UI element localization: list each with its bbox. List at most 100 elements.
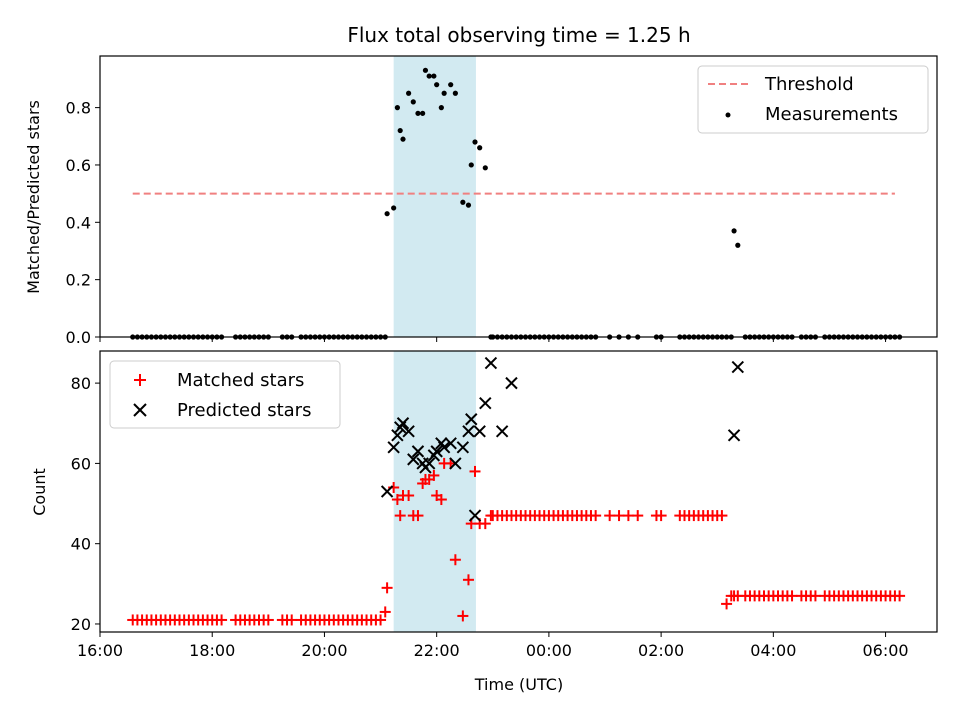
matched-star-point xyxy=(809,590,821,602)
predicted-star-point xyxy=(444,437,457,450)
measurement-point xyxy=(731,228,737,234)
counts-legend-box xyxy=(109,360,341,429)
x-tick-label: 04:00 xyxy=(750,641,796,660)
matched-star-point xyxy=(604,510,616,522)
matched-star-point xyxy=(457,610,469,622)
measurement-point xyxy=(384,211,390,217)
measurement-point xyxy=(434,82,440,88)
counts-panel-frame xyxy=(99,350,938,633)
matched-star-point xyxy=(721,598,733,610)
counts-y-axis-label: Count xyxy=(30,468,49,516)
measurement-point xyxy=(441,90,447,96)
measurement-point xyxy=(472,139,478,145)
predicted-star-point xyxy=(484,356,498,370)
ratio-panel: 0.00.20.40.60.8 Matched/Predicted stars … xyxy=(24,55,938,347)
matched-star-point xyxy=(449,554,461,566)
y-tick-label: 80 xyxy=(71,374,91,393)
matched-star-point xyxy=(632,510,644,522)
x-axis-label: Time (UTC) xyxy=(474,675,563,694)
predicted-star-point xyxy=(465,413,478,426)
matched-legend-label: Matched stars xyxy=(177,370,304,391)
ratio-legend-box xyxy=(697,65,929,134)
x-tick-label: 02:00 xyxy=(638,641,684,660)
measurement-point xyxy=(422,67,429,73)
predicted-star-point xyxy=(387,441,400,454)
measurement-point xyxy=(410,99,416,105)
measurement-point xyxy=(431,73,437,79)
y-tick-label: 0.0 xyxy=(66,328,91,347)
predicted-star-point xyxy=(462,425,475,438)
measurement-point xyxy=(406,90,412,96)
measurement-point xyxy=(448,82,454,88)
predicted-star-point xyxy=(449,457,462,470)
matched-star-point xyxy=(428,469,440,481)
matched-star-point xyxy=(435,494,447,506)
counts-x-ticks: 16:00 18:00 20:00 22:00 00:00 02:00 04:00 06:00 xyxy=(77,632,909,660)
measurements-legend-label: Measurements xyxy=(765,104,898,125)
ratio-x-ticks xyxy=(99,337,887,342)
x-tick-label: 18:00 xyxy=(189,641,235,660)
predicted-star-point xyxy=(505,376,518,390)
predicted-star-point xyxy=(731,360,745,374)
chart-title: Flux total observing time = 1.25 h xyxy=(347,23,690,47)
predicted-star-point xyxy=(430,445,443,458)
measurement-point xyxy=(400,136,406,142)
matched-legend-swatch xyxy=(134,374,146,386)
matched-star-point xyxy=(469,465,481,477)
y-tick-label: 20 xyxy=(71,615,91,634)
measurement-point xyxy=(391,205,397,211)
x-tick-label: 06:00 xyxy=(863,641,909,660)
matched-star-point xyxy=(403,490,415,502)
measurement-point xyxy=(426,73,432,79)
predicted-star-point xyxy=(411,445,425,458)
predicted-star-point xyxy=(391,429,404,442)
measurement-point xyxy=(452,90,458,96)
ratio-panel-frame xyxy=(99,55,938,338)
matched-star-point xyxy=(462,574,474,586)
measurement-point xyxy=(415,110,421,116)
shaded-interval-bottom xyxy=(393,351,476,632)
x-tick-label: 16:00 xyxy=(77,641,123,660)
measurement-point xyxy=(468,162,474,168)
measurement-point xyxy=(420,110,426,116)
measurement-point xyxy=(438,105,444,111)
counts-legend: Matched stars Predicted stars xyxy=(109,360,341,429)
predicted-legend-label: Predicted stars xyxy=(177,400,311,421)
matched-star-point xyxy=(786,590,798,602)
predicted-star-point xyxy=(727,429,741,442)
measurement-point xyxy=(397,127,403,134)
matched-star-point xyxy=(716,510,728,522)
predicted-star-point xyxy=(473,425,486,438)
y-tick-label: 60 xyxy=(71,454,91,473)
measurement-point xyxy=(394,105,400,111)
ratio-y-ticks: 0.0 0.2 0.4 0.6 0.8 xyxy=(66,99,100,347)
measurement-point xyxy=(735,242,741,248)
shaded-interval-top xyxy=(393,56,476,337)
predicted-star-point xyxy=(422,457,436,470)
matched-star-point xyxy=(286,614,298,626)
matched-star-point xyxy=(894,590,906,602)
matched-star-point xyxy=(381,582,393,594)
measurement-point xyxy=(465,202,472,208)
predicted-star-point xyxy=(407,453,420,466)
matched-star-point xyxy=(394,510,406,522)
matched-star-point xyxy=(622,510,634,522)
x-tick-label: 00:00 xyxy=(526,641,572,660)
y-tick-label: 40 xyxy=(71,535,91,554)
counts-marks xyxy=(127,356,906,626)
predicted-star-point xyxy=(396,417,410,430)
matched-star-point xyxy=(216,614,228,626)
ratio-legend: Threshold Measurements xyxy=(697,65,929,134)
y-tick-label: 0.6 xyxy=(66,156,91,175)
y-tick-label: 0.4 xyxy=(66,213,91,232)
matched-star-point xyxy=(379,606,391,618)
predicted-star-point xyxy=(479,396,492,410)
predicted-star-point xyxy=(380,485,394,498)
y-tick-label: 0.8 xyxy=(66,99,91,118)
measurement-point xyxy=(460,199,466,205)
matched-star-point xyxy=(613,510,625,522)
measurements-legend-swatch xyxy=(725,112,731,118)
matched-star-point xyxy=(412,510,424,522)
counts-panel: 20 40 60 80 16:00 18:00 20:00 22:00 00:00 02:00 0… xyxy=(30,350,938,694)
